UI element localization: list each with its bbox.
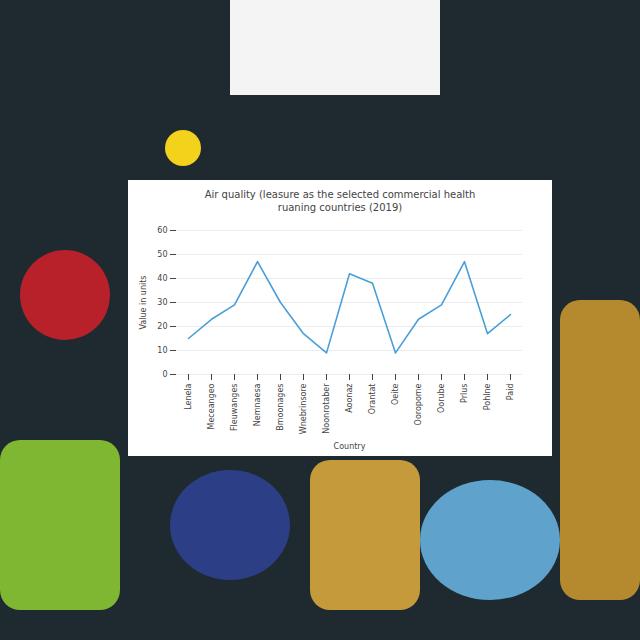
svg-text:40: 40: [157, 274, 167, 283]
svg-text:Ooropome: Ooropome: [414, 383, 423, 425]
svg-text:Oeite: Oeite: [391, 383, 400, 405]
svg-text:Nemnaesa: Nemnaesa: [253, 383, 262, 426]
svg-text:0: 0: [162, 370, 167, 379]
svg-text:60: 60: [157, 226, 167, 235]
svg-text:Fleuwanges: Fleuwanges: [230, 384, 239, 432]
svg-text:Aoonaz: Aoonaz: [345, 384, 354, 413]
svg-text:50: 50: [157, 250, 167, 259]
svg-text:Pohlne: Pohlne: [483, 383, 492, 410]
svg-text:Noonrotaber: Noonrotaber: [322, 383, 331, 434]
html-text:Air quality (leasure as the se: Air quality (leasure as the selected com…: [204, 189, 476, 213]
svg-text:Meceangeo: Meceangeo: [207, 383, 216, 429]
svg-text:10: 10: [157, 346, 167, 355]
svg-text:Orantat: Orantat: [368, 384, 377, 415]
svg-text:Prlus: Prlus: [460, 384, 469, 403]
svg-text:Paid: Paid: [506, 384, 515, 401]
svg-text:20: 20: [157, 322, 167, 331]
svg-text:Lenela: Lenela: [184, 383, 193, 409]
svg-text:Wnebrinsore: Wnebrinsore: [299, 383, 308, 434]
svg-text:30: 30: [157, 298, 167, 307]
svg-text:Oorube: Oorube: [437, 383, 446, 413]
svg-text:Country: Country: [334, 442, 366, 451]
svg-text:Bmoonages: Bmoonages: [276, 384, 285, 431]
svg-text:Value in units: Value in units: [139, 275, 148, 329]
